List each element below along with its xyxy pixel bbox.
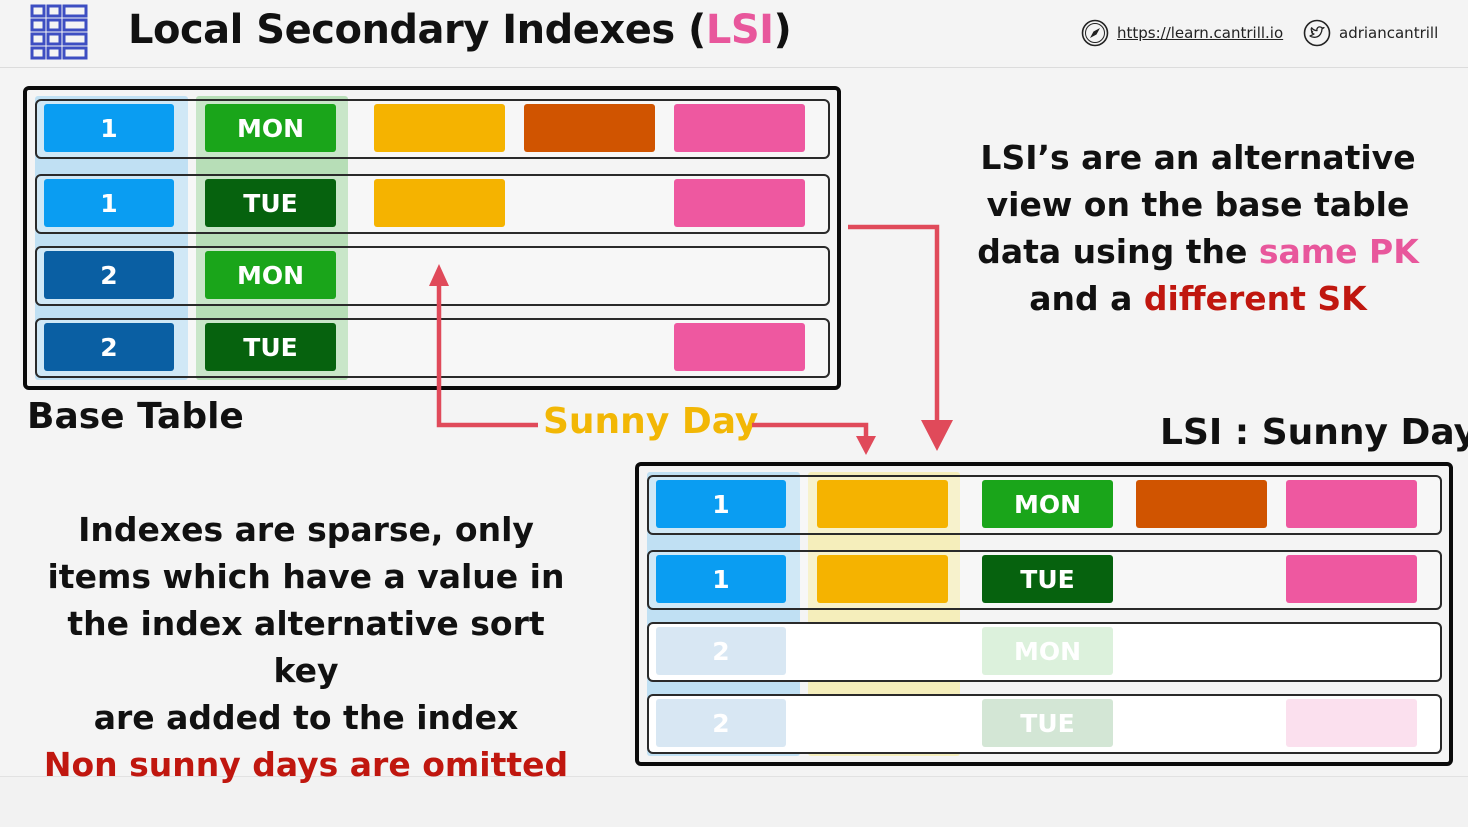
attribute-orange <box>524 104 655 152</box>
arrowhead-icon <box>856 436 876 455</box>
partition-key-cell: 2 <box>44 323 174 371</box>
explanation-line: view on the base table <box>986 185 1410 224</box>
sunny-day-sort-key-cell <box>817 480 948 528</box>
note-line: the index alternative sort key <box>67 604 545 690</box>
partition-key-cell-faded: 2 <box>656 627 786 675</box>
website-link[interactable]: https://learn.cantrill.io <box>1081 19 1283 47</box>
base-table: 1 MON 1 TUE 2 MON 2 TUE <box>23 86 841 390</box>
header-divider <box>0 67 1468 68</box>
sort-key-cell: MON <box>205 104 336 152</box>
partition-key-cell: 1 <box>44 104 174 152</box>
day-attribute-cell: MON <box>982 480 1113 528</box>
omitted-note-line: Non sunny days are omitted <box>43 745 569 784</box>
same-pk-highlight: same PK <box>1258 232 1419 271</box>
arrowhead-icon <box>429 264 449 286</box>
partition-key-cell: 2 <box>44 251 174 299</box>
table-grid-logo-icon <box>30 4 88 60</box>
partition-key-cell: 1 <box>656 555 786 603</box>
lsi-explanation: LSI’s are an alternative view on the bas… <box>960 134 1436 322</box>
attribute-pink <box>1286 555 1417 603</box>
partition-key-cell: 1 <box>44 179 174 227</box>
page-title: Local Secondary Indexes (LSI) <box>128 7 792 53</box>
day-attribute-cell-faded: MON <box>982 627 1113 675</box>
attribute-orange <box>1136 480 1267 528</box>
attribute-pink <box>1286 480 1417 528</box>
base-to-lsi-arrow <box>848 224 940 424</box>
sort-key-cell: MON <box>205 251 336 299</box>
explanation-line: LSI’s are an alternative <box>980 138 1416 177</box>
attribute-yellow <box>374 104 505 152</box>
note-line: Indexes are sparse, only <box>78 510 534 549</box>
twitter-bird-icon <box>1303 19 1331 47</box>
lsi-table-label: LSI : Sunny Day <box>1160 412 1468 453</box>
explanation-line: and a different SK <box>960 275 1436 322</box>
day-attribute-cell: TUE <box>982 555 1113 603</box>
sparse-index-note: Indexes are sparse, only items which hav… <box>30 506 582 788</box>
sort-key-cell: TUE <box>205 179 336 227</box>
attribute-pink <box>674 323 805 371</box>
attribute-yellow <box>374 179 505 227</box>
title-suffix: ) <box>773 7 792 53</box>
title-text: Local Secondary Indexes ( <box>128 7 706 53</box>
twitter-link[interactable]: adriancantrill <box>1303 19 1438 47</box>
different-sk-highlight: different SK <box>1143 279 1367 318</box>
sunny-day-target-arrow <box>752 422 869 440</box>
sort-key-cell: TUE <box>205 323 336 371</box>
title-accent: LSI <box>705 7 774 53</box>
twitter-handle[interactable]: adriancantrill <box>1339 24 1439 42</box>
website-url[interactable]: https://learn.cantrill.io <box>1117 24 1284 42</box>
day-attribute-cell-faded: TUE <box>982 699 1113 747</box>
explanation-text: and a <box>1029 279 1144 318</box>
lsi-table: 1 MON 1 TUE 2 MON 2 TUE <box>635 462 1453 766</box>
attribute-pink-faded <box>1286 699 1417 747</box>
explanation-text: data using the <box>977 232 1259 271</box>
note-line: are added to the index <box>93 698 519 737</box>
sunny-day-attribute-label: Sunny Day <box>543 401 759 442</box>
footer-band <box>0 776 1468 827</box>
attribute-pink <box>674 179 805 227</box>
sunny-day-source-arrow <box>436 282 538 428</box>
partition-key-cell-faded: 2 <box>656 699 786 747</box>
compass-icon <box>1081 19 1109 47</box>
explanation-line: data using the same PK <box>960 228 1436 275</box>
note-line: items which have a value in <box>47 557 565 596</box>
partition-key-cell: 1 <box>656 480 786 528</box>
base-table-label: Base Table <box>27 396 244 437</box>
arrowhead-icon <box>921 420 953 451</box>
attribute-pink <box>674 104 805 152</box>
sunny-day-sort-key-cell <box>817 555 948 603</box>
